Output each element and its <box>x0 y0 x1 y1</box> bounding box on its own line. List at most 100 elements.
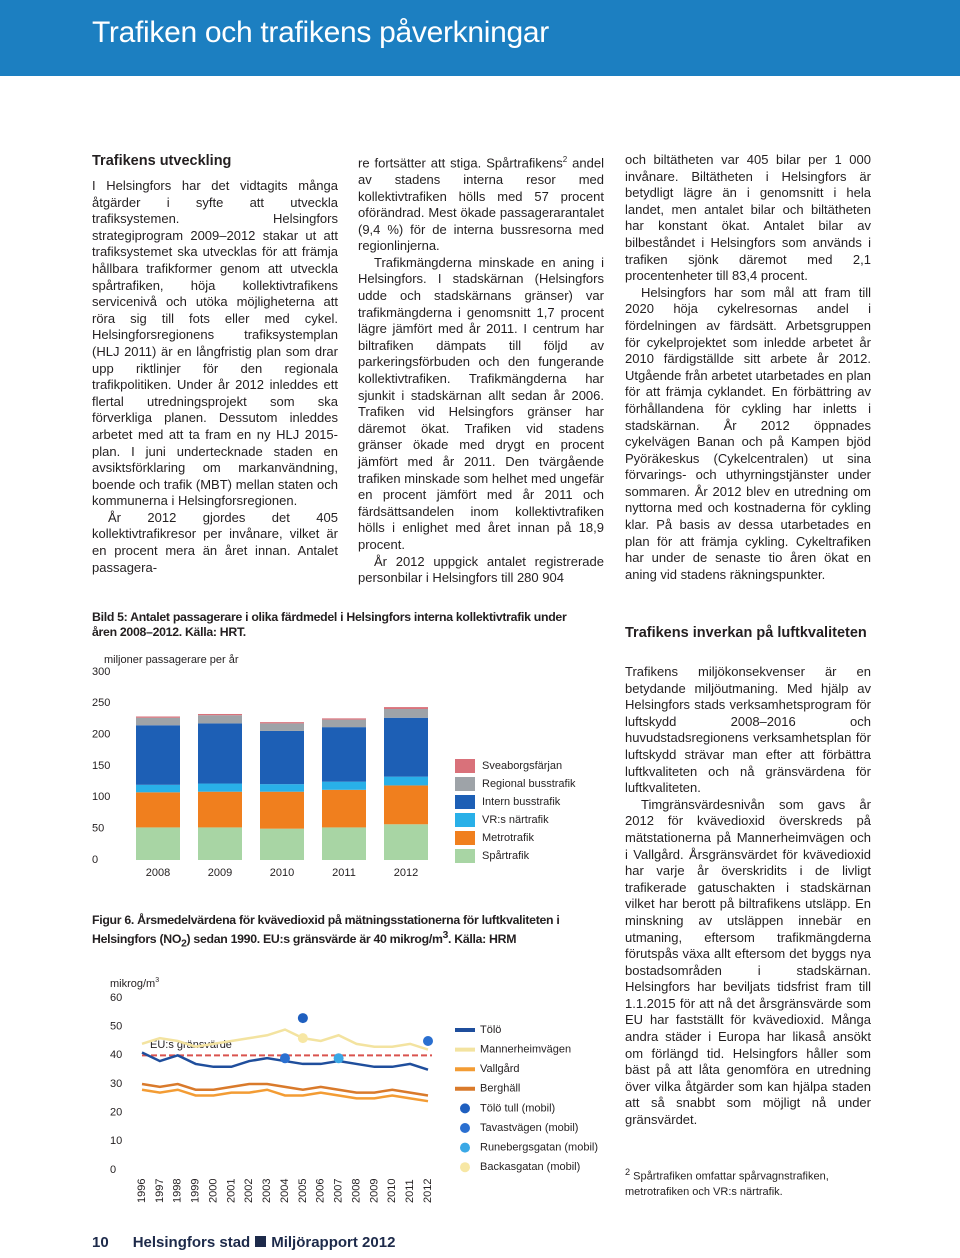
bar-segment <box>260 730 304 785</box>
y-tick-label: 300 <box>92 666 110 678</box>
x-tick-label: 2011 <box>332 867 356 879</box>
legend-swatch <box>455 759 475 773</box>
legend-label: Tölö tull (mobil) <box>480 1102 555 1114</box>
bar-segment <box>260 791 304 829</box>
x-tick-label: 2009 <box>368 1179 380 1203</box>
bar-segment <box>322 827 366 860</box>
text: andel av stadens interna resor med kolle… <box>358 155 604 254</box>
x-tick-label: 1996 <box>136 1179 148 1203</box>
x-tick-label: 2010 <box>386 1179 398 1203</box>
y-tick-label: 0 <box>92 854 98 866</box>
paragraph: År 2012 gjordes det 405 kollektivtrafikr… <box>92 509 338 575</box>
x-tick-label: 2011 <box>404 1179 416 1203</box>
paragraph: Timgränsvärdesnivån som gavs år 2012 för… <box>625 796 871 1128</box>
legend-label: Runebergsgatan (mobil) <box>480 1142 598 1154</box>
heading: Trafikens inverkan på luftkvaliteten <box>625 625 867 641</box>
bar-segment <box>384 824 428 860</box>
publisher: Helsingfors stad <box>132 1234 251 1251</box>
bar-segment <box>136 725 180 785</box>
legend-swatch <box>455 777 475 791</box>
text: . Källa: HRM <box>448 932 517 947</box>
legend-marker <box>460 1142 470 1153</box>
bar-segment <box>136 716 180 718</box>
column: re fortsätter att stiga. Spårtrafikens2 … <box>358 152 604 587</box>
bar-segment <box>198 827 242 860</box>
bar-segment <box>136 784 180 793</box>
bar-segment <box>198 723 242 784</box>
bar-segment <box>384 776 428 786</box>
page-number: 10 <box>92 1234 109 1251</box>
y-tick-label: 100 <box>92 791 110 803</box>
superscript: 3 <box>442 930 449 941</box>
y-tick-label: 250 <box>92 697 110 709</box>
x-tick-label: 2001 <box>225 1179 237 1203</box>
legend-label: Regional busstrafik <box>482 778 576 790</box>
bar-segment <box>198 791 242 828</box>
page-title: Trafiken och trafikens påverkningar <box>92 16 549 49</box>
bar-segment <box>260 784 304 792</box>
footnote: 2 Spårtrafiken omfattar spårvagnstrafike… <box>625 1165 875 1200</box>
bar-segment <box>198 715 242 724</box>
legend-label: Sveaborgsfärjan <box>482 760 562 772</box>
paragraph: Trafikmängderna minskade en aning i Hels… <box>358 254 604 552</box>
x-tick-label: 2007 <box>333 1179 345 1203</box>
legend-label: Vallgård <box>480 1063 520 1075</box>
x-tick-label: 2010 <box>270 867 294 879</box>
bar-segment <box>322 727 366 782</box>
bar-segment <box>260 828 304 860</box>
y-tick-label: 50 <box>110 1021 122 1033</box>
data-point <box>423 1036 433 1046</box>
column: Trafikens utveckling I Helsingfors har d… <box>92 152 338 576</box>
y-tick-label: 20 <box>110 1107 122 1119</box>
legend-swatch <box>455 813 475 827</box>
y-axis-label: miljoner passagerare per år <box>104 654 239 666</box>
legend-swatch <box>455 795 475 809</box>
bar-segment <box>198 783 242 792</box>
y-tick-label: 10 <box>110 1135 122 1147</box>
figure-caption: Figur 6. Årsmedelvärdena för kvävedioxid… <box>92 913 582 952</box>
bar-segment <box>136 792 180 828</box>
bar-segment <box>322 781 366 790</box>
figure-caption: Bild 5: Antalet passagerare i olika färd… <box>92 610 567 639</box>
bar-segment <box>260 722 304 724</box>
bar-segment <box>136 827 180 860</box>
footnote-mark: 2 <box>625 1167 631 1177</box>
legend-marker <box>460 1123 470 1133</box>
legend-swatch <box>455 831 475 845</box>
header: Trafiken och trafikens påverkningar <box>0 0 960 76</box>
legend-label: Berghäll <box>480 1083 520 1095</box>
x-tick-label: 2008 <box>350 1179 362 1203</box>
paragraph: År 2012 uppgick antalet registrerade per… <box>358 553 604 586</box>
bar-segment <box>384 708 428 718</box>
bar-segment <box>384 707 428 709</box>
data-point <box>333 1053 344 1064</box>
y-tick-label: 40 <box>110 1049 122 1061</box>
bar-segment <box>260 723 304 731</box>
heading: Trafikens utveckling <box>92 153 232 169</box>
y-tick-label: 200 <box>92 729 110 741</box>
bar-chart: miljoner passagerare per år 0 50 100 150 200 2… <box>92 654 576 879</box>
report-name: Miljörapport 2012 <box>271 1234 396 1251</box>
legend-label: VR:s närtrafik <box>482 814 549 826</box>
x-tick-label: 2012 <box>394 867 418 879</box>
separator <box>255 1236 267 1247</box>
legend-marker <box>460 1162 470 1173</box>
data-point <box>297 1033 308 1044</box>
paragraph: I Helsingfors har det vidtagits många åt… <box>92 178 338 509</box>
x-tick-label: 2000 <box>207 1179 219 1203</box>
y-tick-label: 150 <box>92 760 110 772</box>
x-tick-label: 2003 <box>261 1179 273 1203</box>
data-line <box>141 1088 429 1103</box>
x-tick-label: 2004 <box>279 1179 291 1203</box>
x-tick-label: 2002 <box>243 1179 255 1203</box>
y-tick-label: 0 <box>110 1164 116 1176</box>
bar-segment <box>136 717 180 726</box>
bar-segment <box>198 713 242 716</box>
bar-segment <box>384 785 428 825</box>
legend-label: Tölö <box>480 1024 501 1036</box>
bar-segment <box>322 789 366 828</box>
legend-marker <box>460 1103 470 1114</box>
column: och biltätheten var 405 bilar per 1 000 … <box>625 152 871 583</box>
text: Figur 6. Årsmedelvärdena för kvävedioxid… <box>92 913 560 947</box>
y-tick-label: 30 <box>110 1078 122 1090</box>
